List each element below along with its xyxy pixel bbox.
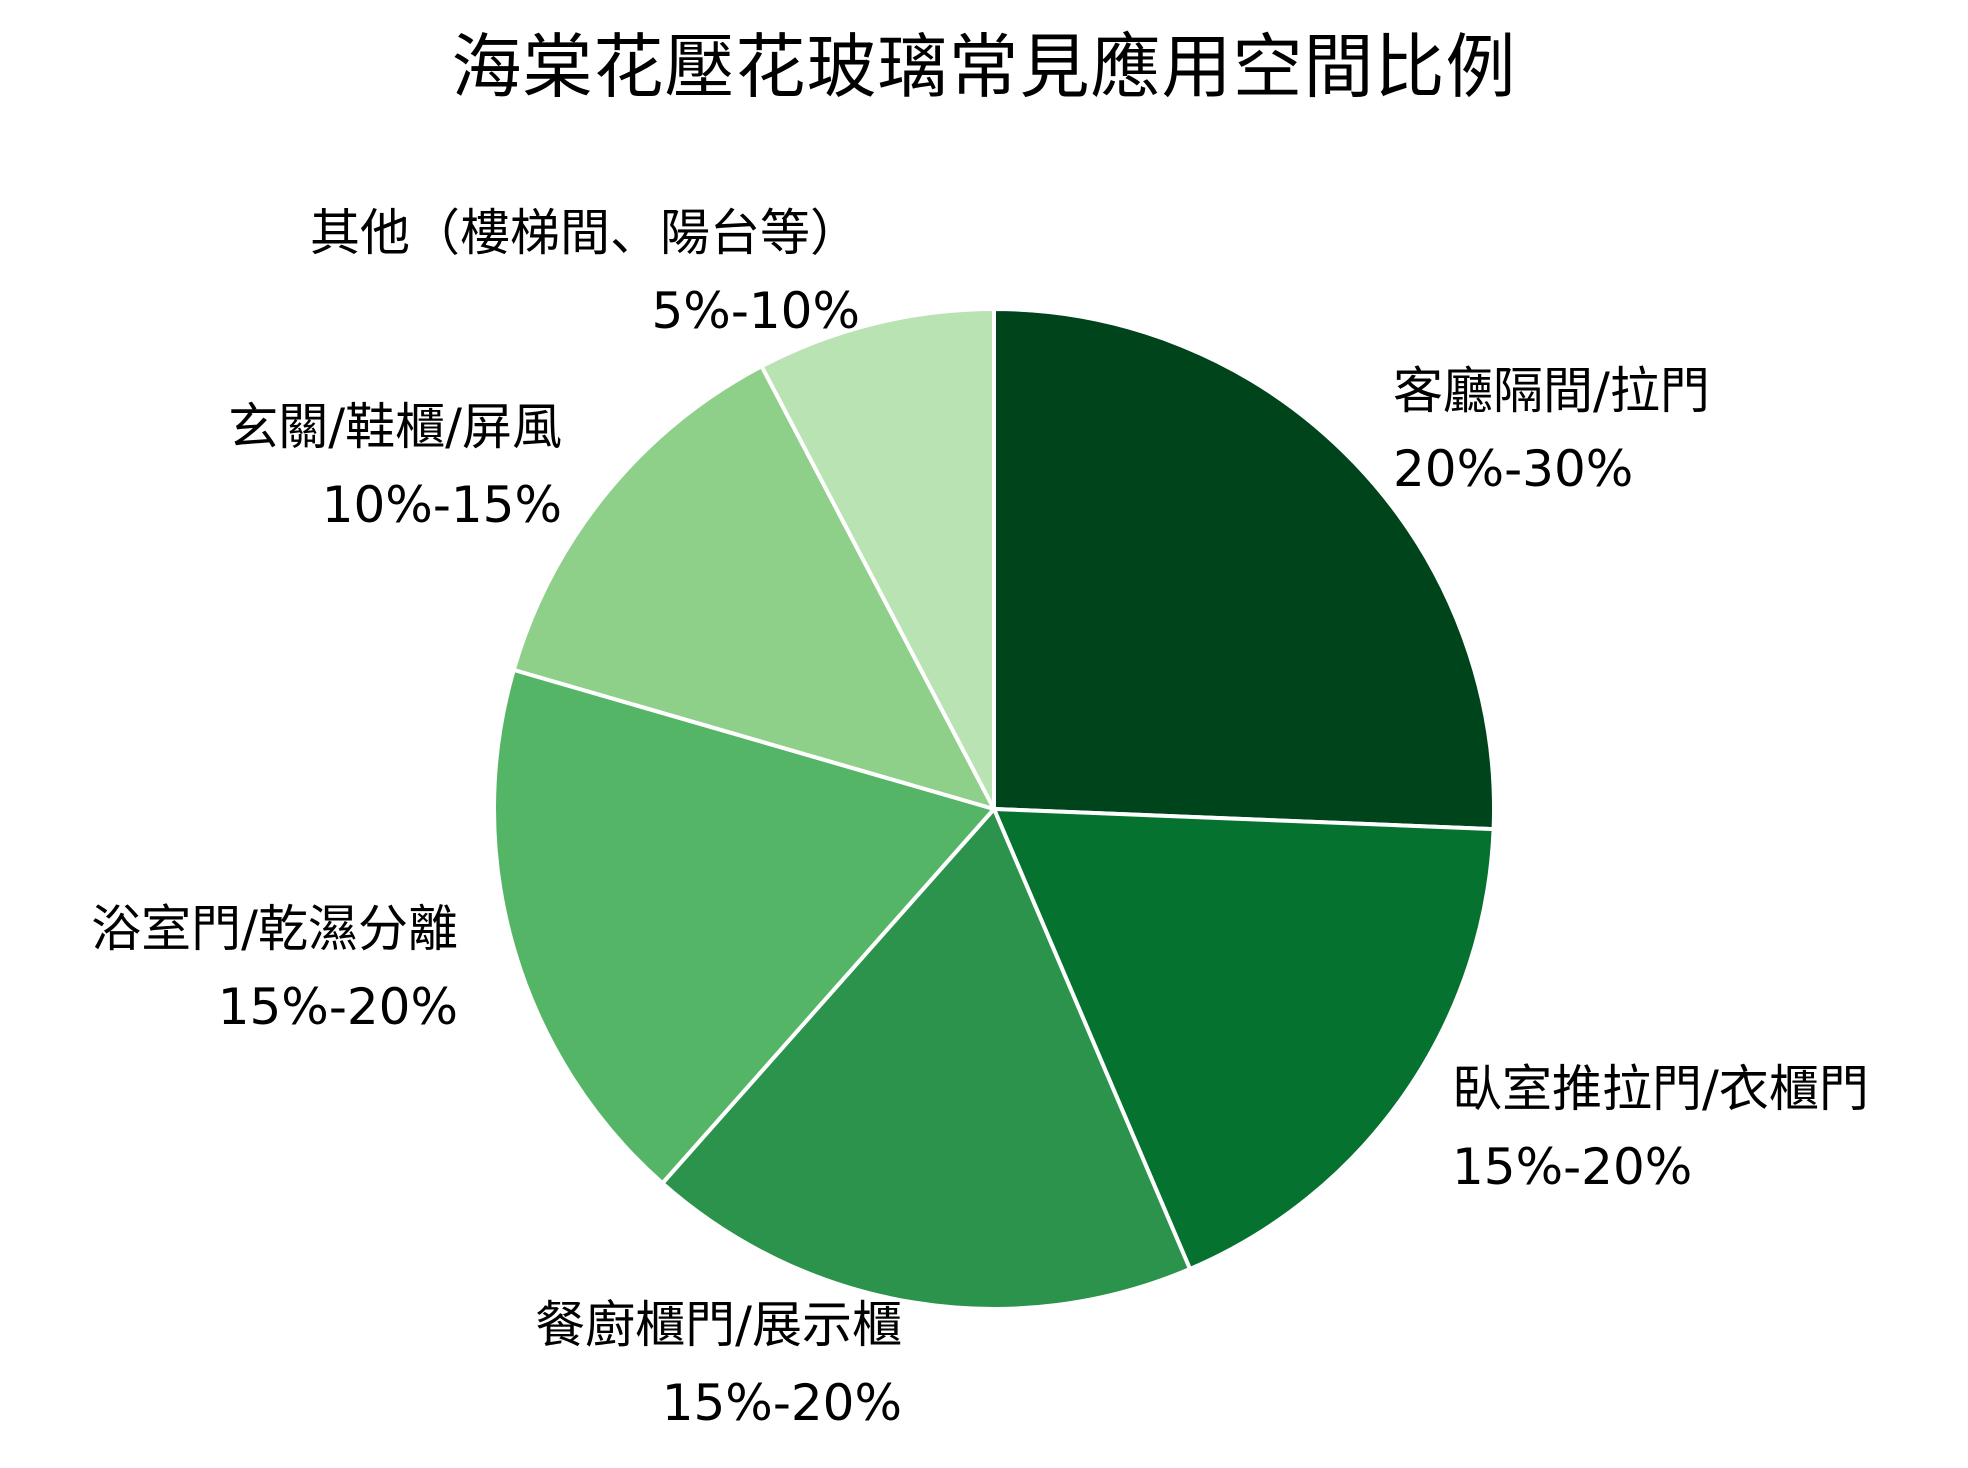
label-other: 其他（樓梯間、陽台等） 5%-10% bbox=[310, 194, 860, 350]
label-entrance-name: 玄關/鞋櫃/屏風 bbox=[228, 398, 562, 456]
pie-slice bbox=[759, 307, 996, 811]
label-living-room-range: 20%-30% bbox=[1393, 440, 1634, 498]
pie-slice bbox=[992, 807, 1496, 1271]
pie-slice bbox=[660, 807, 1192, 1311]
label-bathroom: 浴室門/乾濕分離 15%-20% bbox=[91, 890, 458, 1046]
label-kitchen-range: 15%-20% bbox=[661, 1374, 902, 1432]
label-bedroom-name: 臥室推拉門/衣櫃門 bbox=[1452, 1060, 1869, 1118]
label-other-name: 其他（樓梯間、陽台等） bbox=[310, 204, 860, 262]
pie-slice bbox=[492, 667, 996, 1186]
chart-title: 海棠花壓花玻璃常見應用空間比例 bbox=[451, 26, 1517, 108]
pie-slices bbox=[492, 307, 1496, 1311]
label-other-range: 5%-10% bbox=[651, 282, 861, 340]
label-living-room: 客廳隔間/拉門 20%-30% bbox=[1393, 352, 1710, 508]
label-bedroom: 臥室推拉門/衣櫃門 15%-20% bbox=[1452, 1050, 1869, 1206]
label-entrance-range: 10%-15% bbox=[321, 476, 562, 534]
label-kitchen-name: 餐廚櫃門/展示櫃 bbox=[535, 1296, 902, 1354]
label-bedroom-range: 15%-20% bbox=[1452, 1138, 1693, 1196]
label-bathroom-name: 浴室門/乾濕分離 bbox=[91, 900, 458, 958]
label-entrance: 玄關/鞋櫃/屏風 10%-15% bbox=[228, 388, 562, 544]
label-bathroom-range: 15%-20% bbox=[217, 978, 458, 1036]
pie-slice bbox=[511, 364, 996, 811]
label-living-room-name: 客廳隔間/拉門 bbox=[1393, 362, 1710, 420]
pie-slice bbox=[992, 307, 1496, 832]
label-kitchen: 餐廚櫃門/展示櫃 15%-20% bbox=[535, 1286, 902, 1442]
